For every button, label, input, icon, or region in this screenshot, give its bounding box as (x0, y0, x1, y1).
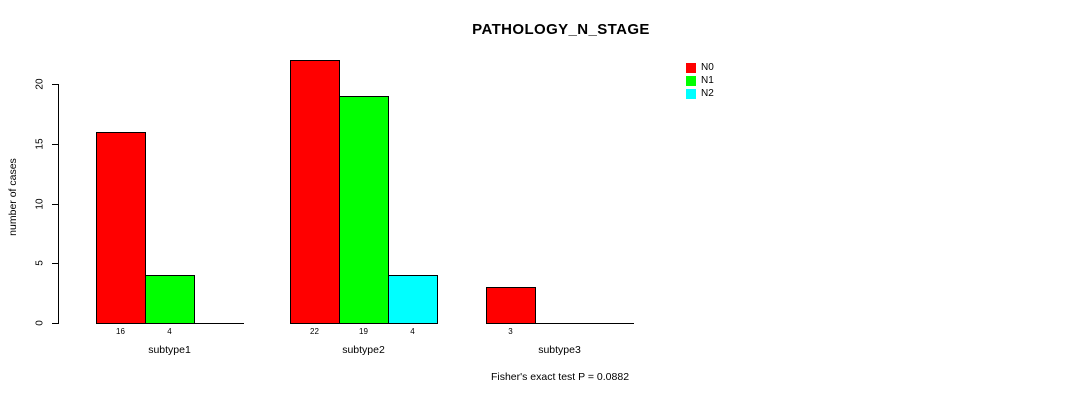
category-label-subtype1: subtype1 (148, 344, 191, 356)
bar-subtype3-N0 (486, 287, 536, 324)
legend-item-N0: N0 (686, 63, 714, 73)
fisher-test-annotation: Fisher's exact test P = 0.0882 (490, 371, 630, 383)
legend-swatch-N0 (686, 63, 696, 73)
legend-label: N1 (701, 75, 714, 86)
bar-value-label: 4 (167, 327, 172, 336)
y-axis-tick-label: 0 (34, 320, 46, 326)
y-axis-label: number of cases (7, 158, 19, 236)
chart-title: PATHOLOGY_N_STAGE (472, 21, 650, 38)
bar-subtype1-N0 (96, 132, 146, 324)
bar-subtype1-N1 (145, 275, 195, 324)
y-axis-tick (52, 84, 59, 85)
bar-subtype2-N1 (339, 96, 389, 324)
bar-value-label: 22 (310, 327, 319, 336)
category-label-subtype2: subtype2 (342, 344, 385, 356)
bar-subtype2-N0 (290, 60, 340, 324)
y-axis-tick-label: 5 (34, 260, 46, 266)
bar-value-label: 16 (116, 327, 125, 336)
legend-swatch-N2 (686, 89, 696, 99)
x-axis-baseline-segment (486, 323, 634, 324)
bar-value-label: 4 (410, 327, 415, 336)
legend: N0 N1 N2 (686, 63, 714, 102)
y-axis-tick-label: 20 (34, 78, 46, 90)
legend-swatch-N1 (686, 76, 696, 86)
legend-item-N1: N1 (686, 76, 714, 86)
y-axis-tick (52, 323, 59, 324)
y-axis-tick (52, 144, 59, 145)
legend-label: N2 (701, 88, 714, 99)
category-label-subtype3: subtype3 (538, 344, 581, 356)
y-axis-tick-label: 10 (34, 198, 46, 210)
bar-subtype2-N2 (388, 275, 438, 324)
y-axis-tick-label: 15 (34, 138, 46, 150)
bar-value-label: 19 (359, 327, 368, 336)
y-axis-tick (52, 204, 59, 205)
y-axis-tick (52, 263, 59, 264)
bar-value-label: 3 (508, 327, 513, 336)
legend-label: N0 (701, 62, 714, 73)
legend-item-N2: N2 (686, 89, 714, 99)
